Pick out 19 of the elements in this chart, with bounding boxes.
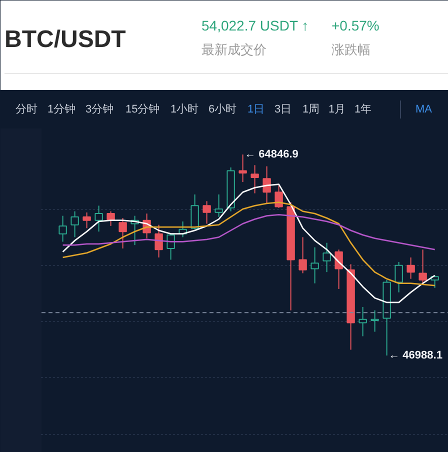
text: 54,022.7 USDT ↑ xyxy=(202,18,309,34)
text: MA xyxy=(416,104,433,116)
text: 15分钟 xyxy=(126,104,160,116)
text: 涨跌幅 xyxy=(332,42,370,57)
text: 1日 xyxy=(248,104,265,116)
annotation: ← 46988.1 xyxy=(388,350,442,362)
text: +0.57% xyxy=(332,18,380,34)
text: 1分钟 xyxy=(48,104,76,116)
text: 分时 xyxy=(16,102,38,116)
text: 最新成交价 xyxy=(202,42,266,57)
text: 1月 xyxy=(328,104,346,116)
text: 3日 xyxy=(274,104,292,116)
text: 3分钟 xyxy=(86,104,114,116)
text: 1年 xyxy=(354,104,372,116)
text: 6小时 xyxy=(208,102,237,116)
annotation: ← 64846.9 xyxy=(244,148,298,161)
text: 1周 xyxy=(302,104,320,116)
text: 1小时 xyxy=(170,102,199,116)
chart-title: BTC/USDT xyxy=(4,26,126,53)
